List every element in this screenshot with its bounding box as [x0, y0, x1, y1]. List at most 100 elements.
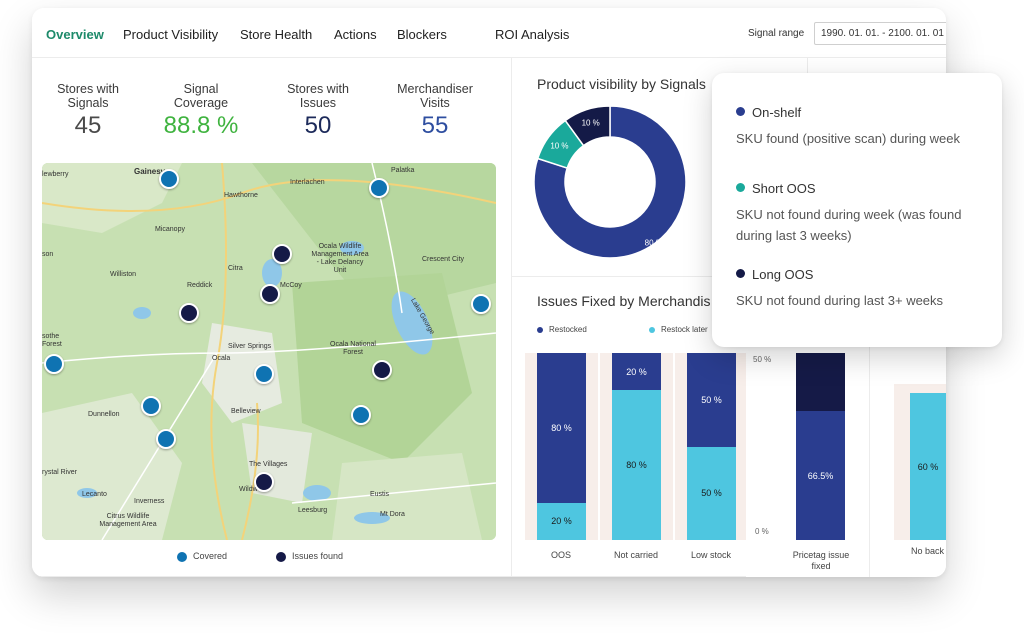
tooltip-desc: SKU not found during week (was found dur…	[736, 207, 962, 243]
kpi-merchandiser-visits: Merchandiser Visits 55	[385, 82, 485, 140]
signal-range-input[interactable]: 1990. 01. 01. - 2100. 01. 01	[814, 22, 946, 45]
store-marker-covered[interactable]	[44, 354, 64, 374]
bar-segment-restock-later[interactable]: 80 %	[612, 390, 661, 540]
map-label: Crescent City	[422, 256, 465, 263]
donut-title: Product visibility by Signals	[537, 76, 706, 92]
tab-store-health[interactable]: Store Health	[240, 27, 313, 42]
tooltip-item-on-shelf: On-shelf	[736, 105, 801, 120]
kpi-signal-coverage: Signal Coverage 88.8 %	[151, 82, 251, 140]
category-label: OOS	[550, 550, 571, 560]
store-marker-covered[interactable]	[159, 169, 179, 189]
tab-blockers[interactable]: Blockers	[397, 27, 447, 42]
map-label: Wildw	[239, 486, 258, 493]
store-marker-covered[interactable]	[351, 405, 371, 425]
store-marker-covered[interactable]	[156, 429, 176, 449]
tab-roi-analysis[interactable]: ROI Analysis	[495, 27, 570, 42]
map-label: Micanopy	[155, 226, 185, 233]
legend-covered-label: Covered	[193, 551, 228, 561]
tooltip-title: Short OOS	[752, 181, 816, 196]
donut-label: 80 %	[645, 238, 663, 247]
map-label: sothe Forest	[42, 333, 62, 348]
bar-segment-restocked[interactable]: 50 %	[687, 353, 736, 447]
short-oos-dot-icon	[736, 183, 745, 192]
map-label: Citrus Wildlife Management Area	[99, 513, 157, 528]
issue-dot-icon	[276, 551, 286, 562]
kpi-stores-with-signals: Stores with Signals 45	[38, 82, 138, 140]
map-label: Ocala Wildlife Management Area - Lake De…	[311, 243, 369, 274]
bar-segment-no-back: 60 %	[910, 393, 946, 540]
bar-segment-restocked[interactable]: 80 %	[537, 353, 586, 503]
map-label: Interlachen	[290, 179, 325, 186]
legend-issues: Issues found	[276, 551, 343, 562]
on-shelf-dot-icon	[736, 107, 745, 116]
store-map[interactable]: Gainesv Palatka lewberry Hawthorne Inter…	[42, 163, 496, 540]
tab-actions[interactable]: Actions	[334, 27, 377, 42]
category-label: Low stock	[690, 550, 732, 560]
kpi-label: Stores with Signals	[57, 82, 119, 110]
map-label: Ocala	[212, 355, 231, 362]
kpi-value: 45	[74, 112, 102, 139]
store-marker-covered[interactable]	[369, 178, 389, 198]
map-label: lewberry	[42, 171, 69, 178]
donut-chart: 80 % 10 % 10 %	[533, 105, 687, 259]
kpi-label: Signal Coverage	[173, 82, 229, 110]
issues-chart-title: Issues Fixed by Merchandis	[537, 293, 711, 309]
map-label: son	[42, 251, 54, 258]
map-label: Williston	[110, 271, 137, 278]
store-marker-issue[interactable]	[372, 360, 392, 380]
legend-covered: Covered	[177, 551, 227, 562]
map-label: Reddick	[187, 282, 213, 289]
bar-segment-restock-later[interactable]: 50 %	[687, 446, 736, 540]
map-label: Citra	[228, 265, 243, 272]
map-label: Eustis	[370, 491, 390, 498]
tooltip-desc: SKU found (positive scan) during week	[736, 131, 961, 146]
restocked-dot-icon	[537, 326, 543, 333]
category-label: Pricetag issue fixed	[792, 550, 850, 571]
kpi-stores-with-issues: Stores with Issues 50	[268, 82, 368, 140]
map-label: Silver Springs	[228, 343, 272, 350]
legend-restocked: Restocked	[537, 325, 587, 334]
store-marker-issue[interactable]	[254, 472, 274, 492]
map-label: Hawthorne	[224, 192, 258, 199]
map-label: Ocala National Forest	[330, 341, 376, 356]
map-label: Belleview	[231, 408, 261, 415]
store-marker-covered[interactable]	[141, 396, 161, 416]
store-marker-covered[interactable]	[471, 294, 491, 314]
donut-slice-long-oos[interactable]	[564, 105, 611, 147]
tab-overview[interactable]: Overview	[46, 27, 104, 42]
map-label: Inverness	[134, 498, 165, 505]
map-label: McCoy	[280, 282, 302, 289]
bar-segment-long	[796, 353, 845, 411]
legend-tooltip: On-shelf SKU found (positive scan) durin…	[712, 73, 1002, 347]
store-marker-issue[interactable]	[179, 303, 199, 323]
covered-dot-icon	[177, 551, 187, 562]
bar-segment-pricetag: 66.5%	[796, 411, 845, 540]
kpi-label: Stores with Issues	[287, 82, 349, 110]
map-label: Gainesv	[134, 167, 166, 176]
tab-product-visibility[interactable]: Product Visibility	[123, 27, 219, 42]
category-label: Not carried	[613, 550, 658, 560]
store-marker-issue[interactable]	[272, 244, 292, 264]
top-nav: Overview Product Visibility Store Health…	[32, 8, 946, 58]
map-label: Dunnellon	[88, 411, 120, 418]
donut-slice-on-shelf[interactable]	[533, 105, 687, 259]
legend-restock-later-label: Restock later	[661, 325, 708, 334]
tooltip-title: On-shelf	[752, 105, 802, 120]
store-marker-issue[interactable]	[260, 284, 280, 304]
map-label: Leesburg	[298, 507, 328, 514]
tooltip-title: Long OOS	[752, 267, 814, 282]
tooltip-item-long-oos: Long OOS	[736, 267, 813, 282]
kpi-label: Merchandiser Visits	[397, 82, 473, 110]
restock-later-dot-icon	[649, 326, 655, 333]
donut-label: 10 %	[550, 141, 568, 150]
map-label: rystal River	[42, 469, 78, 476]
bar-segment-restocked[interactable]: 20 %	[612, 353, 661, 391]
kpi-value: 88.8 %	[163, 112, 239, 139]
kpi-value: 50	[304, 112, 332, 139]
map-label: Lecanto	[82, 491, 107, 498]
kpi-value: 55	[421, 112, 449, 139]
legend-restocked-label: Restocked	[549, 325, 587, 334]
store-marker-covered[interactable]	[254, 364, 274, 384]
bar-segment-restock-later[interactable]: 20 %	[537, 502, 586, 540]
map-label: The Villages	[249, 461, 288, 468]
